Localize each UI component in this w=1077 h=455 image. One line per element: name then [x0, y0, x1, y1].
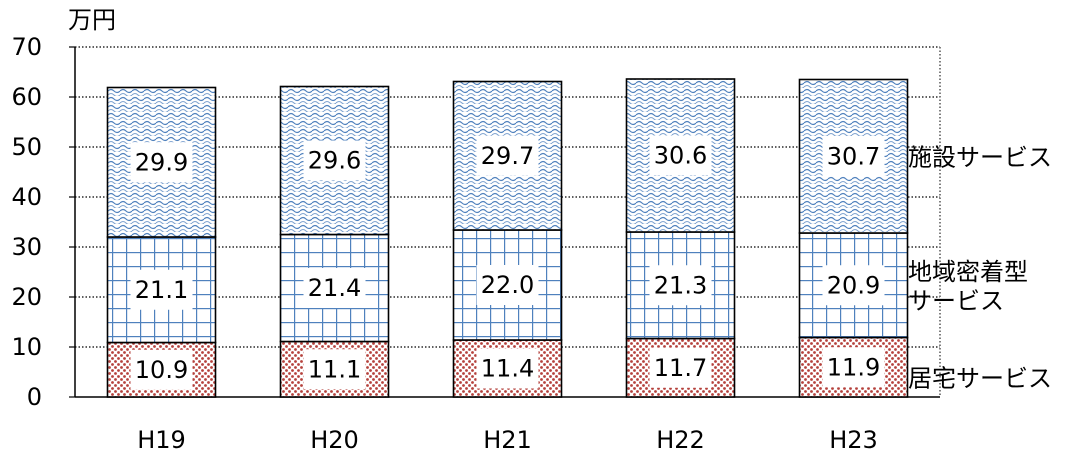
- y-tick-label: 60: [11, 83, 42, 111]
- y-tick-label: 20: [11, 283, 42, 311]
- data-label: 30.6: [654, 142, 707, 170]
- x-category-label: H19: [137, 426, 186, 454]
- data-label-box: [303, 268, 366, 308]
- data-label: 20.9: [827, 271, 880, 299]
- data-label: 22.0: [481, 271, 534, 299]
- axes: 0 10 20 30 40 50 60 70 H19 H20 H21 H22 H23: [11, 33, 940, 454]
- bars: [106, 78, 909, 398]
- data-label: 11.7: [654, 354, 707, 382]
- data-label-box: [822, 136, 885, 177]
- data-label: 11.1: [308, 355, 361, 383]
- y-tick-label: 40: [11, 183, 42, 211]
- y-tick-label: 50: [11, 133, 42, 161]
- data-label: 21.1: [135, 276, 188, 304]
- data-label-box: [130, 269, 193, 310]
- series-label: 居宅サービス: [908, 364, 1052, 392]
- data-label-box: [476, 265, 539, 305]
- data-label: 11.9: [827, 353, 880, 381]
- data-label: 29.6: [308, 147, 361, 175]
- data-label: 11.4: [481, 355, 534, 383]
- gridlines: [75, 46, 941, 397]
- y-tick-label: 30: [11, 233, 42, 261]
- data-label-box: [822, 347, 885, 388]
- data-label: 21.4: [308, 274, 361, 302]
- x-category-label: H22: [656, 426, 705, 454]
- y-tick-label: 0: [27, 383, 42, 411]
- data-label-box: [649, 347, 712, 388]
- series-label: 地域密着型: [908, 258, 1028, 286]
- series-label: サービス: [908, 287, 1004, 315]
- y-tick-label: 70: [11, 33, 42, 61]
- x-category-label: H23: [829, 426, 878, 454]
- data-labels: 10.9 21.1 29.9 11.1 21.4 29.6 11.4 22.0 29.7 11.7…: [130, 135, 1052, 392]
- data-label: 29.9: [135, 148, 188, 176]
- data-label-box: [649, 265, 712, 306]
- data-label-box: [303, 349, 366, 390]
- data-label-box: [476, 135, 539, 176]
- data-label-box: [130, 142, 193, 183]
- data-label-box: [303, 140, 366, 181]
- x-category-label: H20: [310, 426, 359, 454]
- data-label: 30.7: [827, 142, 880, 170]
- series-label: 施設サービス: [908, 143, 1052, 171]
- data-label: 21.3: [654, 271, 707, 299]
- data-label-box: [476, 348, 539, 389]
- data-label-box: [130, 349, 193, 390]
- data-label-box: [649, 135, 712, 176]
- data-label-box: [822, 265, 885, 306]
- y-axis-unit: 万円: [68, 6, 116, 34]
- x-category-label: H21: [483, 426, 532, 454]
- data-label: 10.9: [135, 356, 188, 384]
- data-label: 29.7: [481, 142, 534, 170]
- y-tick-label: 10: [11, 333, 42, 361]
